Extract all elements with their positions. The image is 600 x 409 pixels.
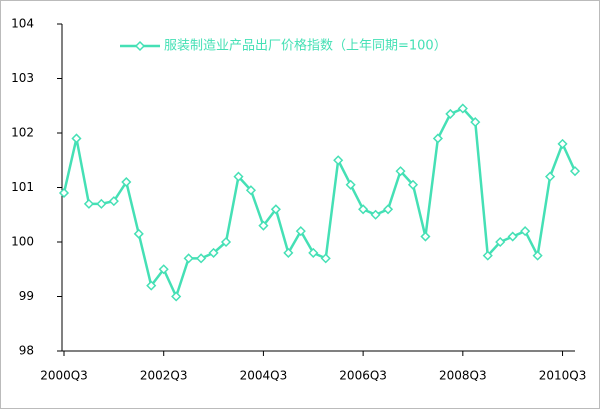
data-marker (233, 171, 244, 182)
data-marker (445, 108, 456, 119)
data-marker (395, 166, 406, 177)
data-marker (71, 133, 82, 144)
data-marker (295, 226, 306, 237)
data-marker (196, 253, 207, 264)
data-marker (520, 226, 531, 237)
data-marker (133, 228, 144, 239)
data-marker (283, 247, 294, 258)
data-marker (83, 198, 94, 209)
data-marker (320, 253, 331, 264)
x-tick-label: 2008Q3 (439, 369, 487, 383)
data-marker (158, 264, 169, 275)
data-marker (108, 196, 119, 207)
data-marker (432, 133, 443, 144)
data-marker (382, 204, 394, 215)
data-marker (420, 231, 431, 242)
y-tick-label: 104 (11, 17, 34, 31)
data-marker (470, 117, 481, 128)
data-marker (557, 138, 568, 149)
data-marker (121, 176, 132, 188)
data-marker (308, 247, 319, 258)
data-marker (532, 250, 543, 261)
data-marker (220, 236, 232, 248)
data-marker (569, 166, 581, 177)
y-tick-label: 102 (11, 126, 34, 140)
data-marker (258, 220, 269, 231)
data-marker (358, 204, 369, 215)
data-marker (208, 247, 219, 258)
data-marker (545, 171, 556, 182)
data-marker (507, 231, 518, 242)
data-marker (495, 236, 506, 248)
x-tick-label: 2002Q3 (140, 369, 188, 383)
data-marker (245, 185, 257, 196)
data-marker (183, 253, 194, 264)
y-tick-label: 103 (11, 71, 34, 85)
x-tick-label: 2010Q3 (539, 369, 587, 383)
x-tick-label: 2000Q3 (40, 369, 88, 383)
data-marker (457, 103, 468, 114)
legend-marker (134, 40, 146, 52)
data-marker (482, 250, 493, 261)
data-marker (146, 280, 157, 291)
y-tick-label: 99 (19, 289, 34, 303)
y-tick-label: 98 (19, 344, 34, 358)
y-tick-label: 101 (11, 180, 34, 194)
data-marker (407, 179, 419, 190)
data-marker (171, 291, 182, 302)
data-marker (333, 155, 344, 166)
data-marker (345, 179, 356, 190)
x-tick-label: 2006Q3 (339, 369, 387, 383)
data-marker (270, 204, 281, 215)
x-tick-label: 2004Q3 (240, 369, 288, 383)
legend-label: 服装制造业产品出厂价格指数（上年同期=100） (164, 38, 447, 54)
data-marker (58, 187, 70, 199)
data-marker (96, 198, 107, 209)
y-tick-label: 100 (11, 235, 34, 249)
data-marker (370, 209, 381, 220)
